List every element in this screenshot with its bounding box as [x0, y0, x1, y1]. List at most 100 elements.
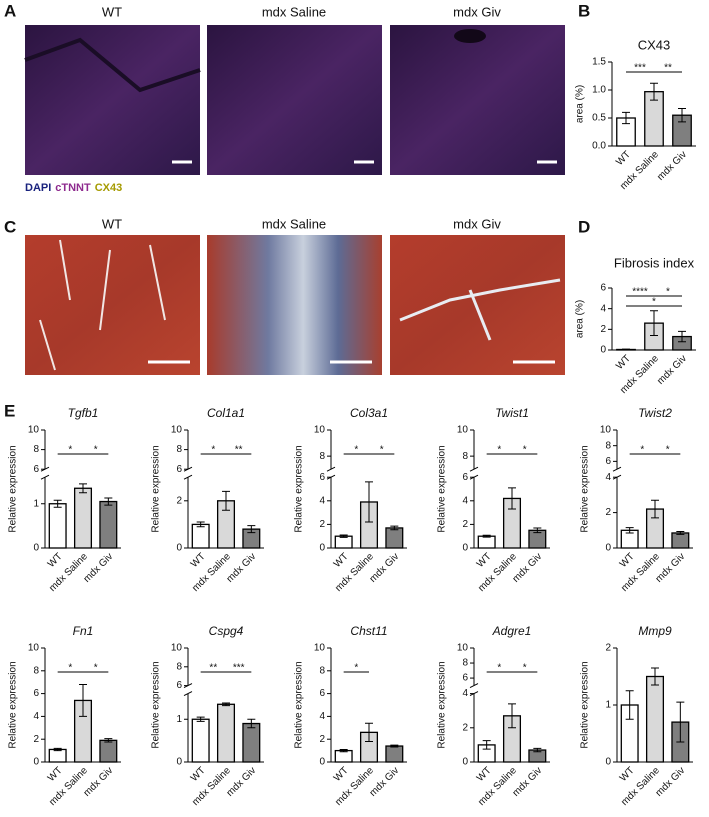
significance-label: * [354, 663, 358, 674]
error-bar [533, 527, 542, 534]
y-tick-label: 1.5 [592, 57, 606, 68]
chart-title: Cspg4 [209, 624, 244, 638]
significance-label: ** [209, 663, 217, 674]
chart-title: Adgre1 [492, 624, 532, 638]
significance-label: * [666, 287, 670, 298]
y-tick-label: 4 [605, 472, 611, 483]
significance-label: * [354, 445, 358, 456]
axis-break [183, 474, 193, 480]
y-tick-label: 0 [176, 757, 182, 768]
axis-break [612, 466, 622, 472]
error-bar [651, 499, 659, 519]
image-label: WT [102, 216, 122, 231]
y-tick-label: 6 [176, 464, 182, 475]
error-bar [365, 481, 373, 523]
error-bar [104, 738, 113, 743]
y-tick-label: 2 [176, 495, 182, 506]
bar [191, 718, 210, 763]
chart-title: Tgfb1 [68, 406, 99, 420]
significance-label: * [497, 445, 501, 456]
significance-label: * [211, 445, 215, 456]
significance-label: *** [634, 63, 646, 74]
bar [671, 532, 690, 549]
panel-c: C WT mdx Saline mdx Giv [4, 216, 565, 375]
bar [477, 535, 496, 549]
y-tick-label: 2 [600, 324, 606, 335]
x-tick-label: WT [618, 765, 637, 784]
error-bar [53, 499, 62, 508]
chart-title: Mmp9 [638, 624, 672, 638]
y-tick-label: 4 [600, 303, 606, 314]
bar [99, 739, 118, 763]
x-tick-label: mdx Giv [655, 353, 689, 387]
panel-letter: E [4, 401, 15, 420]
y-tick-label: 2 [605, 507, 611, 518]
micrograph [25, 25, 200, 175]
y-tick-label: 6 [462, 472, 468, 483]
error-bar [651, 667, 659, 686]
panel-letter: B [578, 1, 590, 20]
chart-title: Twist2 [638, 406, 672, 420]
significance-label: * [523, 445, 527, 456]
significance-label: ** [664, 63, 672, 74]
error-bar [222, 490, 230, 511]
image-label: mdx Giv [453, 4, 501, 19]
y-tick-label: 10 [600, 425, 612, 436]
significance-label: * [523, 663, 527, 674]
bar [385, 527, 404, 549]
y-tick-label: 10 [171, 425, 183, 436]
significance-label: * [68, 663, 72, 674]
error-bar [482, 534, 491, 538]
bar [385, 745, 404, 763]
bar [73, 487, 93, 549]
y-tick-label: 10 [171, 643, 183, 654]
y-tick-label: 2 [319, 519, 325, 530]
y-tick-label: 1.0 [592, 85, 606, 96]
image-label: mdx Saline [262, 4, 326, 19]
significance-label: * [640, 445, 644, 456]
image-label: mdx Saline [262, 216, 326, 231]
y-tick-label: 2 [319, 734, 325, 745]
y-tick-label: 0 [605, 757, 611, 768]
error-bar [650, 82, 658, 101]
error-bar [390, 744, 399, 748]
tissue-feature [454, 29, 486, 43]
y-tick-label: 1 [176, 714, 182, 725]
significance-label: * [94, 663, 98, 674]
error-bar [622, 348, 630, 351]
bar [334, 535, 353, 549]
error-bar [676, 531, 685, 535]
error-bar [196, 716, 205, 722]
bar [216, 703, 236, 763]
error-bar [247, 525, 256, 534]
y-tick-label: 8 [319, 451, 325, 462]
y-tick-label: 0 [176, 543, 182, 554]
bar [242, 722, 261, 763]
axis-break [183, 691, 193, 697]
error-bar [247, 718, 256, 729]
error-bar [339, 748, 348, 753]
y-tick-label: 0 [605, 543, 611, 554]
panel-a: A WT mdx Saline mdx Giv DAPI cTNNT CX43 [4, 1, 565, 194]
error-bar [678, 330, 686, 343]
error-bar [79, 683, 87, 717]
micrograph [25, 235, 200, 375]
y-axis-label: Relative expression [437, 445, 448, 532]
significance-label: * [94, 445, 98, 456]
x-tick-label: WT [46, 765, 65, 784]
y-tick-label: 6 [319, 688, 325, 699]
bar [48, 503, 67, 549]
y-axis-label: Relative expression [437, 661, 448, 748]
panel-letter: A [4, 1, 16, 20]
error-bar [650, 310, 658, 337]
y-tick-label: 4 [319, 495, 325, 506]
y-tick-label: 4 [319, 711, 325, 722]
y-tick-label: 0 [319, 757, 325, 768]
error-bar [196, 521, 205, 528]
